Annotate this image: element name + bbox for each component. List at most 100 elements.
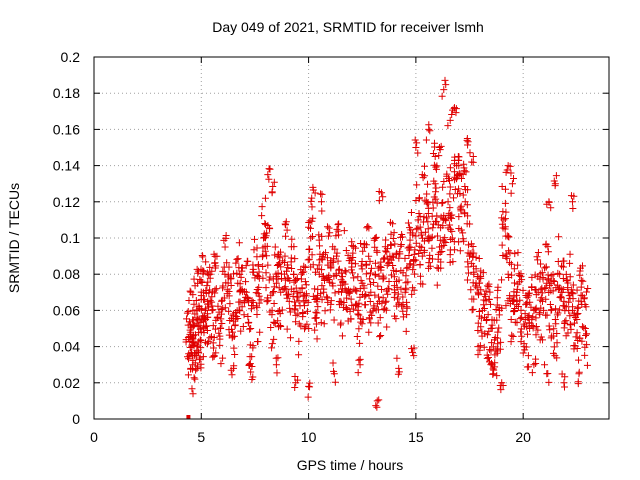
data-point: [510, 265, 518, 273]
data-point: [416, 272, 424, 280]
data-point: [270, 335, 278, 343]
data-point: [544, 243, 552, 251]
data-point: [555, 233, 563, 241]
data-point: [367, 319, 375, 327]
data-point: [227, 275, 235, 283]
data-point: [307, 234, 315, 242]
data-point: [242, 288, 250, 296]
data-point: [303, 307, 311, 315]
data-point: [371, 271, 379, 279]
data-point: [291, 276, 299, 284]
data-point: [451, 173, 459, 181]
data-point: [235, 298, 243, 306]
data-point: [229, 270, 237, 278]
data-point: [470, 268, 478, 276]
data-point: [350, 243, 358, 251]
data-point: [431, 153, 439, 161]
data-point: [277, 263, 285, 271]
data-point: [182, 336, 190, 344]
data-point: [516, 296, 524, 304]
data-point: [233, 269, 241, 277]
data-point: [268, 311, 276, 319]
data-point: [468, 249, 476, 257]
data-point: [367, 264, 375, 272]
data-point: [326, 229, 334, 237]
data-point: [572, 333, 580, 341]
data-point: [573, 304, 581, 312]
data-point: [404, 278, 412, 286]
data-point: [391, 289, 399, 297]
data-point: [411, 246, 419, 254]
data-point: [508, 180, 516, 188]
data-point: [292, 276, 300, 284]
data-point: [464, 269, 472, 277]
data-point: [510, 296, 518, 304]
data-point: [517, 328, 525, 336]
data-point: [194, 348, 202, 356]
data-point: [217, 315, 225, 323]
data-point: [318, 190, 326, 198]
data-point: [488, 324, 496, 332]
data-point: [273, 369, 281, 377]
data-point: [428, 244, 436, 252]
data-point: [391, 240, 399, 248]
data-point: [271, 251, 279, 259]
data-point: [305, 219, 313, 227]
data-point: [216, 335, 224, 343]
data-point: [373, 247, 381, 255]
data-point: [534, 256, 542, 264]
data-point: [291, 298, 299, 306]
data-point: [277, 248, 285, 256]
y-tick-label: 0.06: [53, 302, 80, 318]
data-point: [271, 243, 279, 251]
data-point: [464, 212, 472, 220]
data-point: [377, 331, 385, 339]
data-point: [584, 285, 592, 293]
data-point: [256, 328, 264, 336]
data-point: [309, 214, 317, 222]
data-point: [550, 278, 558, 286]
data-point: [573, 310, 581, 318]
data-point: [401, 254, 409, 262]
data-point: [448, 111, 456, 119]
y-tick-label: 0.1: [61, 230, 81, 246]
data-point: [426, 254, 434, 262]
data-point: [552, 172, 560, 180]
data-point: [333, 249, 341, 257]
data-point: [487, 347, 495, 355]
data-point: [437, 142, 445, 150]
data-point: [564, 329, 572, 337]
data-point: [329, 258, 337, 266]
data-point: [542, 311, 550, 319]
data-point: [355, 311, 363, 319]
data-point: [541, 361, 549, 369]
data-point: [580, 324, 588, 332]
data-point: [227, 281, 235, 289]
data-point: [503, 254, 511, 262]
data-point: [203, 326, 211, 334]
data-point: [459, 191, 467, 199]
data-point: [409, 348, 417, 356]
data-point: [457, 205, 465, 213]
data-point: [387, 241, 395, 249]
data-point: [419, 174, 427, 182]
data-point: [425, 204, 433, 212]
data-point: [483, 354, 491, 362]
data-point: [457, 226, 465, 234]
data-point: [320, 320, 328, 328]
data-point: [234, 255, 242, 263]
data-point: [362, 260, 370, 268]
data-point: [261, 247, 269, 255]
data-point: [499, 252, 507, 260]
data-point: [382, 287, 390, 295]
data-point: [248, 353, 256, 361]
data-point: [270, 178, 278, 186]
data-point: [581, 351, 589, 359]
data-point: [421, 172, 429, 180]
data-point: [424, 180, 432, 188]
data-point: [236, 280, 244, 288]
data-point: [324, 294, 332, 302]
data-point: [430, 177, 438, 185]
data-point: [429, 149, 437, 157]
data-point: [258, 253, 266, 261]
